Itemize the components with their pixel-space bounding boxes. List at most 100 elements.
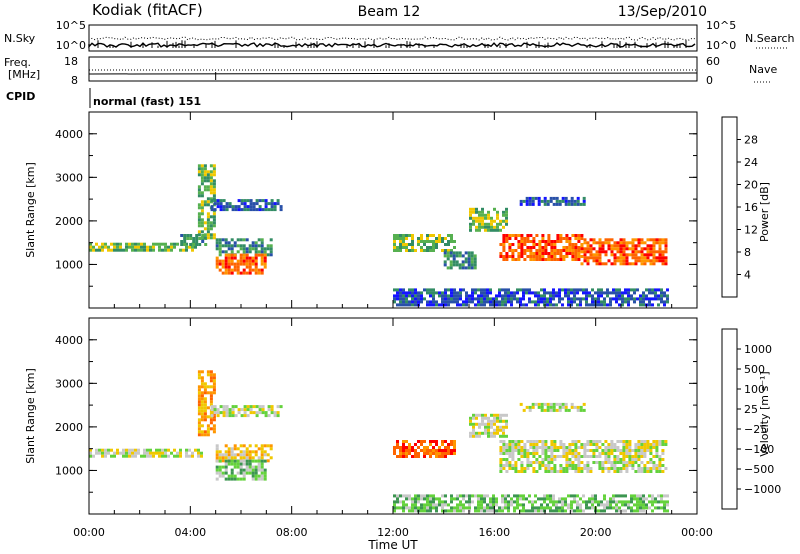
heatmap-cell <box>544 243 548 246</box>
heatmap-cell <box>627 291 630 295</box>
heatmap-cell <box>519 303 522 307</box>
heatmap-cell <box>658 467 662 470</box>
heatmap-cell <box>538 464 542 467</box>
heatmap-cell <box>549 402 553 406</box>
heatmap-cell <box>585 500 588 504</box>
power-data <box>89 164 669 307</box>
heatmap-cell <box>101 454 104 458</box>
heatmap-cell <box>197 173 201 177</box>
heatmap-cell <box>414 452 417 455</box>
heatmap-cell <box>260 250 264 254</box>
heatmap-cell <box>417 243 420 246</box>
heatmap-cell <box>577 234 581 237</box>
heatmap-cell <box>658 238 662 242</box>
heatmap-cell <box>233 444 237 448</box>
heatmap-cell <box>541 237 545 240</box>
heatmap-cell <box>450 497 453 501</box>
heatmap-cell <box>598 241 602 245</box>
heatmap-cell <box>210 414 214 418</box>
heatmap-cell <box>402 240 405 243</box>
heatmap-cell <box>432 240 435 243</box>
heatmap-cell <box>499 228 502 232</box>
heatmap-cell <box>206 406 210 410</box>
heatmap-cell <box>559 455 563 458</box>
heatmap-cell <box>624 297 627 301</box>
heatmap-cell <box>453 297 456 301</box>
heatmap-cell <box>559 470 563 473</box>
heatmap-cell <box>203 397 207 401</box>
heatmap-cell <box>519 297 522 301</box>
heatmap-cell <box>402 300 405 304</box>
heatmap-cell <box>258 208 262 212</box>
heatmap-cell <box>435 455 438 458</box>
heatmap-cell <box>567 303 570 307</box>
heatmap-cell <box>484 228 487 232</box>
heatmap-cell <box>574 470 578 473</box>
heatmap-cell <box>203 415 207 419</box>
heatmap-cell <box>453 294 456 298</box>
heatmap-cell <box>564 500 567 504</box>
heatmap-cell <box>558 500 561 504</box>
heatmap-cell <box>661 250 665 254</box>
heatmap-cell <box>589 250 593 254</box>
heatmap-cell <box>510 297 513 301</box>
heatmap-cell <box>182 248 185 252</box>
heatmap-cell <box>558 506 561 510</box>
heatmap-cell <box>254 244 258 248</box>
heatmap-cell <box>522 199 526 203</box>
heatmap-cell <box>657 294 660 298</box>
heatmap-cell <box>218 238 222 242</box>
heatmap-cell <box>258 405 262 409</box>
heatmap-cell <box>263 444 267 448</box>
heatmap-cell <box>233 244 237 248</box>
heatmap-cell <box>613 461 617 464</box>
heatmap-cell <box>212 221 216 225</box>
heatmap-cell <box>489 503 492 507</box>
heatmap-cell <box>468 500 471 504</box>
heatmap-cell <box>402 234 405 237</box>
heatmap-cell <box>444 500 447 504</box>
heatmap-cell <box>573 494 576 498</box>
heatmap-cell <box>514 443 518 446</box>
heatmap-cell <box>402 506 405 510</box>
heatmap-cell <box>429 303 432 307</box>
heatmap-cell <box>580 244 584 248</box>
heatmap-cell <box>630 297 633 301</box>
heatmap-cell <box>260 238 264 242</box>
heatmap-cell <box>499 470 503 473</box>
heatmap-cell <box>248 471 252 475</box>
heatmap-cell <box>484 222 487 226</box>
heatmap-cell <box>612 291 615 295</box>
heatmap-cell <box>552 494 555 498</box>
heatmap-cell <box>663 303 666 307</box>
heatmap-cell <box>493 228 496 232</box>
heatmap-cell <box>146 245 149 249</box>
heatmap-cell <box>417 300 420 304</box>
heatmap-cell <box>543 402 547 406</box>
heatmap-cell <box>655 256 659 260</box>
heatmap-cell <box>248 262 252 266</box>
heatmap-cell <box>651 503 654 507</box>
heatmap-cell <box>643 241 647 245</box>
heatmap-cell <box>200 167 204 171</box>
heatmap-cell <box>116 242 119 246</box>
heatmap-cell <box>216 408 220 412</box>
heatmap-cell <box>622 238 626 242</box>
heatmap-cell <box>592 440 596 443</box>
heatmap-cell <box>619 470 623 473</box>
heatmap-cell <box>402 446 405 449</box>
heatmap-cell <box>128 448 131 452</box>
heatmap-cell <box>618 506 621 510</box>
heatmap-cell <box>443 260 447 264</box>
heatmap-cell <box>619 449 623 452</box>
heatmap-cell <box>628 241 632 245</box>
heatmap-cell <box>435 440 438 443</box>
heatmap-cell <box>615 288 618 292</box>
heatmap-cell <box>505 446 509 449</box>
heatmap-cell <box>215 465 219 469</box>
heatmap-cell <box>469 216 472 220</box>
heatmap-cell <box>615 297 618 301</box>
heatmap-cell <box>576 291 579 295</box>
heatmap-cell <box>640 247 644 251</box>
heatmap-cell <box>192 243 196 246</box>
